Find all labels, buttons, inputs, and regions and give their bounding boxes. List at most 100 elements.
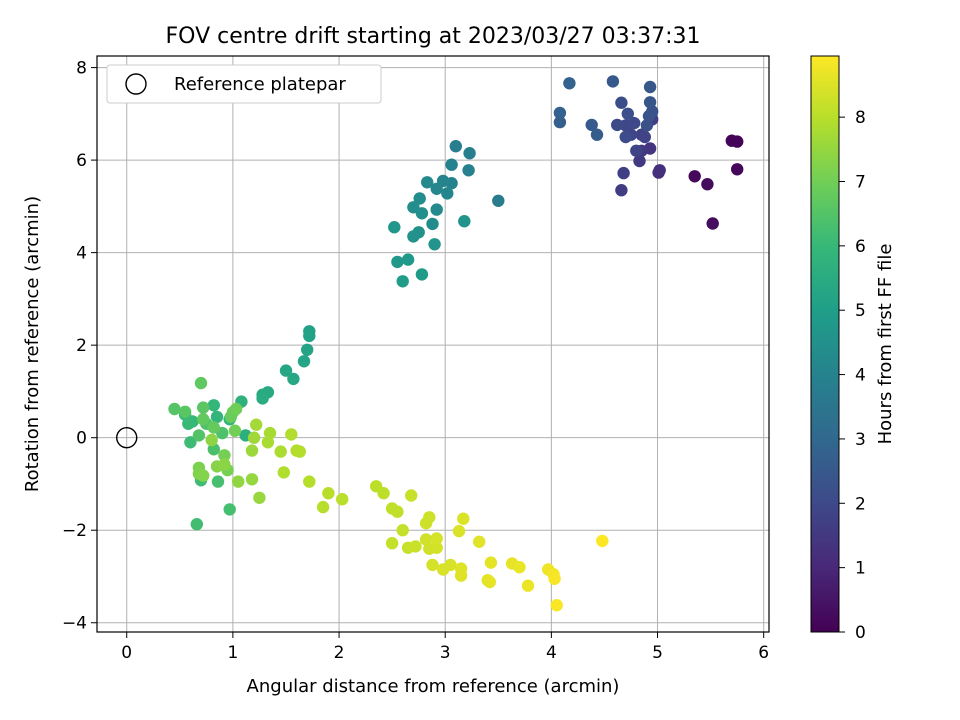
data-point <box>444 558 457 572</box>
data-point <box>207 421 220 434</box>
data-point <box>423 511 436 524</box>
data-point <box>445 158 458 171</box>
data-point <box>458 215 471 228</box>
data-point <box>396 275 409 288</box>
legend-marker <box>125 73 147 95</box>
data-point <box>643 80 657 94</box>
data-point <box>197 401 210 414</box>
data-point <box>430 532 443 545</box>
data-point <box>628 116 641 130</box>
colorbar-tick-label: 2 <box>855 494 866 514</box>
data-point <box>232 475 245 488</box>
data-point <box>638 130 651 144</box>
data-point <box>229 402 243 416</box>
data-point <box>563 77 576 90</box>
colorbar-tick-label: 1 <box>855 559 866 579</box>
data-point <box>190 518 203 531</box>
data-point <box>211 475 225 488</box>
x-tick-label: 6 <box>758 643 769 663</box>
data-point <box>415 207 429 220</box>
data-point <box>688 170 701 183</box>
data-point <box>492 194 505 207</box>
data-point <box>441 187 454 200</box>
data-point <box>630 144 643 157</box>
data-point <box>615 96 628 109</box>
x-axis-ticks: 0 1 2 3 4 5 6 <box>121 632 769 663</box>
data-point <box>640 119 654 132</box>
colorbar-label: Hours from first FF file <box>875 244 896 445</box>
data-point <box>619 130 632 144</box>
data-point <box>279 364 293 377</box>
data-point <box>585 118 598 132</box>
data-point <box>457 512 470 525</box>
data-point <box>316 500 330 514</box>
y-tick-label: 8 <box>76 59 87 79</box>
x-tick-label: 4 <box>546 643 557 663</box>
colorbar-gradient <box>810 55 840 633</box>
data-point <box>617 166 630 180</box>
data-point <box>426 558 439 572</box>
data-point <box>192 429 206 442</box>
data-point <box>463 147 476 160</box>
y-tick-label: 6 <box>76 151 87 171</box>
y-tick-label: −2 <box>62 521 87 541</box>
x-tick-label: 5 <box>652 643 663 663</box>
data-point <box>285 428 298 441</box>
data-point <box>606 75 620 88</box>
data-point <box>245 473 259 486</box>
data-points <box>168 75 744 612</box>
grid-lines <box>97 56 769 632</box>
data-point <box>401 253 415 266</box>
data-point <box>218 449 231 462</box>
x-tick-label: 0 <box>121 643 132 663</box>
data-point <box>287 372 300 386</box>
data-point <box>725 134 738 147</box>
data-point <box>277 466 290 479</box>
colorbar: 0 1 2 3 4 5 6 7 8 Hours from first FF file <box>810 55 896 643</box>
data-point <box>643 96 657 109</box>
data-point <box>197 469 210 482</box>
data-point <box>426 217 439 231</box>
reference-marker <box>116 426 138 449</box>
data-point <box>449 140 462 153</box>
data-point <box>388 221 401 234</box>
colorbar-tick-label: 3 <box>855 430 866 450</box>
data-point <box>415 268 429 281</box>
data-point <box>184 436 197 449</box>
x-tick-label: 2 <box>334 643 345 663</box>
data-point <box>428 238 441 251</box>
data-point <box>611 118 624 132</box>
data-point <box>553 106 567 120</box>
y-tick-label: 0 <box>76 429 87 449</box>
colorbar-tick-label: 7 <box>855 172 866 192</box>
plot-frame <box>96 55 770 633</box>
data-point <box>322 487 335 500</box>
data-point <box>430 541 443 554</box>
data-point <box>253 491 266 504</box>
colorbar-tick-label: 4 <box>855 366 866 386</box>
y-tick-label: −4 <box>62 614 87 634</box>
data-point <box>205 433 218 447</box>
reference-point <box>116 426 138 449</box>
colorbar-ticks: 0 1 2 3 4 5 6 7 8 <box>839 108 866 643</box>
data-point <box>413 192 426 205</box>
data-point <box>633 154 646 168</box>
y-tick-label: 2 <box>76 336 87 356</box>
data-point <box>385 537 399 550</box>
data-point <box>653 164 666 177</box>
data-point <box>521 579 535 592</box>
data-point <box>218 458 231 471</box>
data-point <box>596 534 609 548</box>
data-point <box>223 503 236 516</box>
data-point <box>245 444 259 457</box>
data-point <box>731 163 744 176</box>
data-point <box>550 599 563 612</box>
data-point <box>391 505 404 518</box>
data-point <box>228 424 242 437</box>
data-point <box>250 418 263 431</box>
data-point <box>297 355 311 368</box>
y-axis-label: Rotation from reference (arcmin) <box>22 196 43 492</box>
y-axis-ticks: −4 −2 0 2 4 6 8 <box>62 59 97 634</box>
data-point <box>462 164 475 177</box>
data-point <box>548 572 561 585</box>
